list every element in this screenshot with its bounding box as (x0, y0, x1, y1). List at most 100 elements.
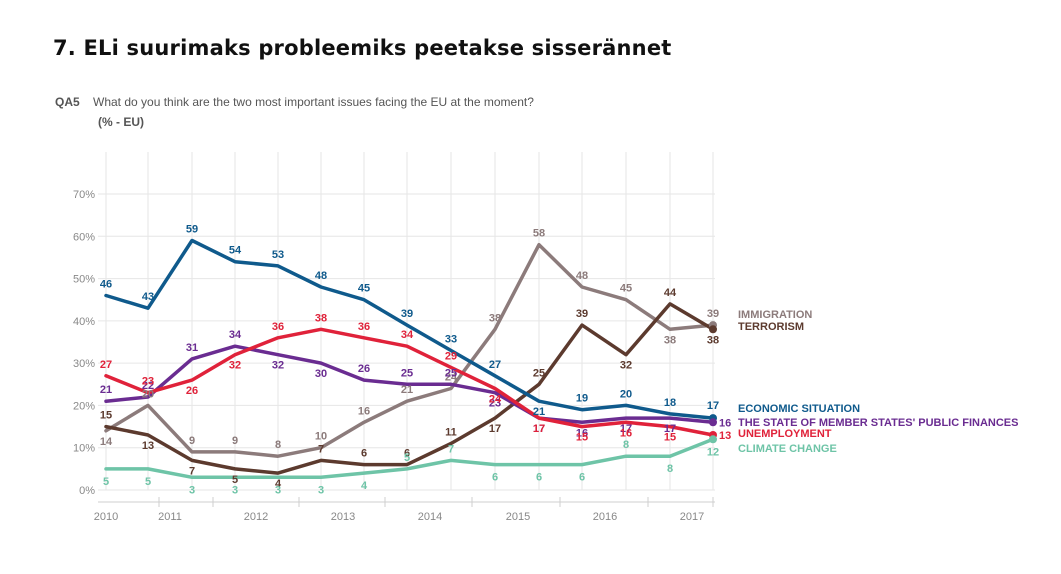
data-label: 22 (142, 380, 154, 392)
legend-label: UNEMPLOYMENT (738, 428, 832, 440)
data-label: 23 (142, 376, 154, 388)
data-label: 26 (358, 363, 370, 375)
data-label: 25 (445, 367, 457, 379)
x-tick-label: 2013 (331, 511, 355, 523)
data-label: 16 (358, 405, 370, 417)
data-label: 5 (232, 474, 238, 486)
data-label: 39 (707, 308, 719, 320)
series-line (104, 242, 715, 458)
data-label: 58 (533, 228, 545, 240)
x-tick-label: 2010 (94, 511, 118, 523)
data-label: 20 (620, 388, 632, 400)
y-tick-label: 10% (73, 443, 95, 455)
data-label: 3 (189, 484, 195, 496)
data-label: 17 (664, 423, 676, 435)
x-tick-label: 2014 (418, 511, 442, 523)
data-label: 45 (358, 283, 370, 295)
data-label: 17 (707, 400, 719, 412)
data-label: 16 (719, 417, 731, 429)
data-label: 4 (275, 478, 282, 490)
data-label: 20 (142, 388, 154, 400)
data-label: 24 (445, 372, 458, 384)
data-label: 7 (189, 465, 195, 477)
series-line (104, 327, 715, 437)
data-label: 31 (186, 342, 198, 354)
question-code: QA5 (55, 95, 80, 109)
data-label: 46 (100, 279, 112, 291)
x-tick-label: 2016 (593, 511, 617, 523)
data-label: 14 (100, 436, 113, 448)
y-tick-label: 60% (73, 231, 95, 243)
data-label: 15 (664, 432, 676, 444)
data-label: 59 (186, 224, 198, 236)
data-label: 6 (361, 448, 367, 460)
data-label: 23 (489, 398, 501, 410)
data-label: 3 (232, 484, 238, 496)
data-label: 21 (100, 384, 112, 396)
series-end-marker (709, 325, 717, 334)
data-label: 25 (401, 367, 413, 379)
data-label: 9 (232, 435, 238, 447)
data-label: 48 (576, 270, 588, 282)
data-label: 10 (315, 431, 327, 443)
data-label: 5 (404, 452, 410, 464)
y-tick-label: 40% (73, 316, 95, 328)
data-label: 13 (719, 430, 731, 442)
data-label: 8 (275, 439, 281, 451)
legend-label: ECONOMIC SITUATION (738, 403, 860, 415)
data-label: 36 (358, 321, 370, 333)
page-title: 7. ELi suurimaks probleemiks peetakse si… (53, 36, 672, 60)
data-label: 53 (272, 249, 284, 261)
data-label: 29 (445, 350, 457, 362)
series-line (104, 437, 715, 480)
data-label: 12 (707, 446, 719, 458)
data-label: 3 (275, 484, 281, 496)
question-text: What do you think are the two most impor… (93, 95, 534, 109)
data-label: 48 (315, 270, 327, 282)
data-label: 19 (576, 393, 588, 405)
data-label: 6 (536, 472, 542, 484)
data-label: 34 (229, 329, 242, 341)
legend-label: THE STATE OF MEMBER STATES' PUBLIC FINAN… (738, 417, 1018, 429)
data-label: 17 (533, 423, 545, 435)
series-line (104, 238, 715, 420)
data-label: 5 (145, 476, 151, 488)
data-label: 43 (142, 291, 154, 303)
data-label: 38 (315, 312, 327, 324)
data-label: 32 (229, 360, 241, 372)
unit-label: (% - EU) (98, 115, 144, 129)
series-line (104, 344, 715, 425)
x-tick-label: 2015 (506, 511, 530, 523)
data-label: 8 (623, 439, 629, 451)
data-label: 26 (186, 385, 198, 397)
data-label: 24 (489, 394, 502, 406)
data-label: 39 (401, 308, 413, 320)
x-tick-label: 2012 (244, 511, 268, 523)
data-label: 6 (579, 472, 585, 484)
data-label: 36 (272, 321, 284, 333)
data-label: 17 (620, 423, 632, 435)
data-label: 21 (533, 406, 545, 418)
data-label: 39 (576, 308, 588, 320)
data-label: 38 (489, 312, 501, 324)
y-tick-label: 70% (73, 189, 95, 201)
data-label: 54 (229, 245, 242, 257)
data-label: 32 (620, 360, 632, 372)
data-label: 25 (533, 367, 545, 379)
data-label: 34 (401, 329, 414, 341)
data-label: 6 (492, 472, 498, 484)
data-label: 30 (315, 368, 327, 380)
data-label: 7 (448, 443, 454, 455)
data-label: 16 (620, 427, 632, 439)
x-tick-label: 2017 (680, 511, 704, 523)
y-tick-label: 30% (73, 358, 95, 370)
data-label: 44 (664, 287, 677, 299)
data-label: 27 (489, 359, 501, 371)
series-end-marker (709, 418, 717, 427)
data-label: 5 (103, 476, 109, 488)
data-label: 8 (667, 463, 673, 475)
series-line (104, 302, 715, 475)
data-label: 9 (189, 435, 195, 447)
data-label: 15 (576, 432, 588, 444)
